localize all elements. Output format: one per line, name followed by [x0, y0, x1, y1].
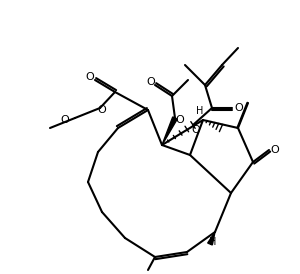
Text: O: O	[192, 125, 200, 135]
Text: O: O	[176, 115, 184, 125]
Text: O: O	[147, 77, 155, 87]
Text: O: O	[85, 72, 94, 82]
Polygon shape	[208, 232, 215, 245]
Text: O: O	[61, 115, 69, 125]
Text: H: H	[196, 106, 204, 116]
Text: O: O	[235, 103, 243, 113]
Text: O: O	[271, 145, 279, 155]
Polygon shape	[162, 117, 177, 145]
Text: O: O	[98, 105, 106, 115]
Text: H: H	[209, 237, 217, 247]
